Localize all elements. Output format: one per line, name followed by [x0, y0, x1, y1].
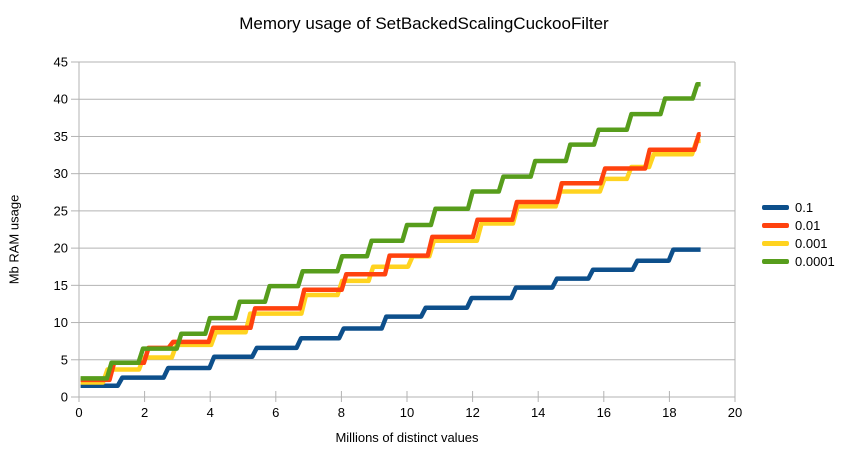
- series-line-0.001: [80, 138, 701, 385]
- series-line-0.0001: [80, 82, 701, 381]
- y-tick-label-15: 15: [54, 278, 68, 293]
- y-tick-label-40: 40: [54, 92, 68, 107]
- x-axis-title: Millions of distinct values: [335, 430, 479, 445]
- x-tick-label-2: 2: [141, 405, 148, 420]
- y-tick-label-35: 35: [54, 129, 68, 144]
- x-tick-label-6: 6: [272, 405, 279, 420]
- x-tick-label-10: 10: [400, 405, 414, 420]
- x-tick-label-20: 20: [728, 405, 742, 420]
- y-tick-label-30: 30: [54, 166, 68, 181]
- x-tick-label-12: 12: [465, 405, 479, 420]
- legend-line-swatch: [762, 240, 789, 246]
- x-tick-label-8: 8: [338, 405, 345, 420]
- y-tick-label-0: 0: [61, 390, 68, 405]
- chart-title: Memory usage of SetBackedScalingCuckooFi…: [239, 14, 609, 33]
- x-tick-label-16: 16: [597, 405, 611, 420]
- y-tick-label-10: 10: [54, 315, 68, 330]
- legend-item-0.1: 0.1: [762, 198, 835, 216]
- legend-line-swatch: [762, 222, 789, 228]
- legend-label: 0.01: [795, 217, 821, 233]
- y-tick-label-45: 45: [54, 55, 68, 70]
- series-line-0.1: [80, 247, 701, 389]
- chart-legend: 0.1 0.01 0.001 0.0001: [762, 198, 835, 270]
- x-tick-label-18: 18: [662, 405, 676, 420]
- y-tick-label-25: 25: [54, 203, 68, 218]
- y-tick-label-5: 5: [61, 352, 68, 367]
- x-tick-label-14: 14: [531, 405, 545, 420]
- legend-label: 0.0001: [795, 253, 835, 269]
- legend-item-0.001: 0.001: [762, 234, 835, 252]
- legend-line-swatch: [762, 204, 789, 210]
- x-tick-label-0: 0: [75, 405, 82, 420]
- legend-label: 0.001: [795, 235, 828, 251]
- x-tick-label-4: 4: [207, 405, 214, 420]
- legend-item-0.0001: 0.0001: [762, 252, 835, 270]
- legend-line-swatch: [762, 258, 789, 264]
- legend-label: 0.1: [795, 199, 814, 215]
- legend-item-0.01: 0.01: [762, 216, 835, 234]
- y-tick-label-20: 20: [54, 241, 68, 256]
- series-line-0.01: [80, 131, 702, 383]
